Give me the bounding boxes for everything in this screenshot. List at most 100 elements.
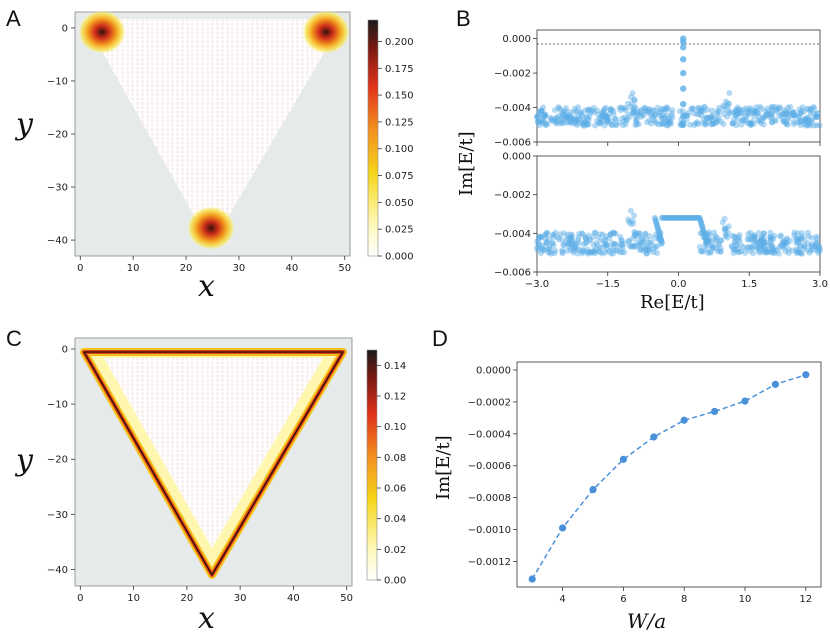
scatter-point-central	[680, 112, 687, 120]
y-tick-label: −0.0008	[468, 493, 511, 504]
scatter-point	[608, 118, 615, 125]
scatter-point	[745, 236, 752, 243]
data-point	[650, 433, 658, 441]
data-point	[528, 575, 536, 583]
scatter-point	[543, 120, 550, 127]
scatter-point	[721, 103, 728, 110]
scatter-point	[809, 243, 816, 250]
scatter-point	[767, 233, 774, 240]
scatter-point	[777, 233, 784, 240]
scatter-point	[538, 244, 545, 251]
scatter-point	[573, 108, 580, 115]
scatter-point	[550, 234, 557, 241]
scatter-point	[700, 108, 707, 115]
scatter-point	[792, 112, 799, 119]
scatter-point	[711, 229, 718, 236]
scatter-point	[715, 242, 722, 249]
scatter-point	[705, 249, 712, 256]
scatter-point	[639, 235, 646, 242]
colorbar-tick-label: 0.100	[385, 144, 414, 155]
scatter-point	[748, 110, 755, 117]
scatter-point	[790, 112, 797, 119]
scatter-point	[590, 242, 597, 249]
scatter-point	[631, 108, 638, 115]
scatter-point	[785, 249, 792, 256]
scatter-point	[648, 110, 655, 117]
scatter-point	[652, 112, 659, 119]
scatter-point	[700, 248, 707, 255]
scatter-point	[709, 112, 716, 119]
scatter-point	[575, 240, 582, 247]
y-tick-label: −0.0010	[468, 525, 511, 536]
scatter-point	[769, 111, 776, 118]
scatter-point	[566, 111, 573, 118]
scatter-point	[813, 233, 820, 240]
scatter-point	[606, 110, 613, 117]
scatter-point	[650, 117, 657, 124]
scatter-point	[685, 109, 692, 116]
scatter-point	[542, 111, 549, 118]
scatter-point	[783, 240, 790, 247]
scatter-point	[738, 121, 745, 128]
scatter-point	[747, 120, 754, 127]
scatter-point	[534, 246, 541, 253]
scatter-point	[812, 243, 819, 250]
scatter-point	[789, 112, 796, 119]
scatter-point	[580, 113, 587, 120]
scatter-point	[635, 242, 642, 249]
scatter-point	[733, 106, 740, 113]
scatter-point	[748, 235, 755, 242]
scatter-point	[580, 122, 587, 129]
scatter-point	[808, 241, 815, 248]
scatter-point	[769, 104, 776, 111]
scatter-point	[601, 105, 608, 112]
scatter-point	[761, 239, 768, 246]
scatter-point	[588, 109, 595, 116]
scatter-point	[590, 247, 597, 254]
scatter-point	[569, 240, 576, 247]
scatter-point	[599, 117, 606, 124]
scatter-point	[645, 244, 652, 251]
scatter-point	[625, 111, 632, 118]
scatter-point	[741, 117, 748, 124]
scatter-point	[798, 235, 805, 242]
scatter-point	[569, 232, 576, 239]
scatter-point	[743, 113, 750, 120]
scatter-point	[644, 108, 651, 115]
scatter-point	[570, 249, 577, 256]
scatter-point	[563, 114, 570, 121]
scatter-b-top	[534, 35, 823, 129]
scatter-point	[668, 112, 675, 119]
scatter-point	[729, 243, 736, 250]
scatter-point	[635, 108, 642, 115]
scatter-point	[669, 114, 676, 121]
scatter-point	[731, 238, 738, 245]
scatter-point	[812, 241, 819, 248]
scatter-point	[634, 239, 641, 246]
scatter-point	[692, 120, 699, 127]
scatter-point	[582, 235, 589, 242]
scatter-point	[770, 236, 777, 243]
scatter-point	[540, 113, 547, 120]
y-tick-label: −20	[47, 130, 68, 141]
scatter-point	[689, 105, 696, 112]
scatter-point	[795, 246, 802, 253]
scatter-point	[603, 233, 610, 240]
scatter-point	[623, 117, 630, 124]
scatter-point	[743, 105, 750, 112]
scatter-point	[694, 111, 701, 118]
scatter-point	[646, 117, 653, 124]
scatter-point	[696, 108, 703, 115]
scatter-point	[651, 235, 658, 242]
scatter-point	[701, 103, 708, 110]
scatter-point	[586, 106, 593, 113]
scatter-point	[706, 232, 713, 239]
scatter-point	[728, 243, 735, 250]
scatter-point	[726, 90, 733, 97]
scatter-point	[784, 121, 791, 128]
scatter-point	[709, 120, 716, 127]
scatter-point	[631, 96, 638, 103]
scatter-point	[731, 233, 738, 240]
scatter-point	[790, 121, 797, 128]
scatter-point	[654, 104, 661, 111]
